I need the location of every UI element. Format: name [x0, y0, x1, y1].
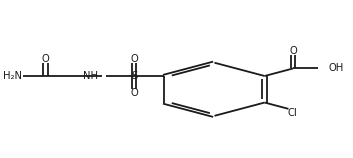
Text: H₂N: H₂N: [3, 71, 22, 81]
Text: O: O: [42, 54, 50, 64]
Text: O: O: [289, 46, 297, 56]
Text: NH: NH: [83, 71, 98, 81]
Text: O: O: [130, 54, 138, 64]
Text: Cl: Cl: [287, 108, 297, 118]
Text: S: S: [131, 71, 137, 81]
Text: OH: OH: [329, 64, 344, 73]
Text: O: O: [130, 88, 138, 98]
